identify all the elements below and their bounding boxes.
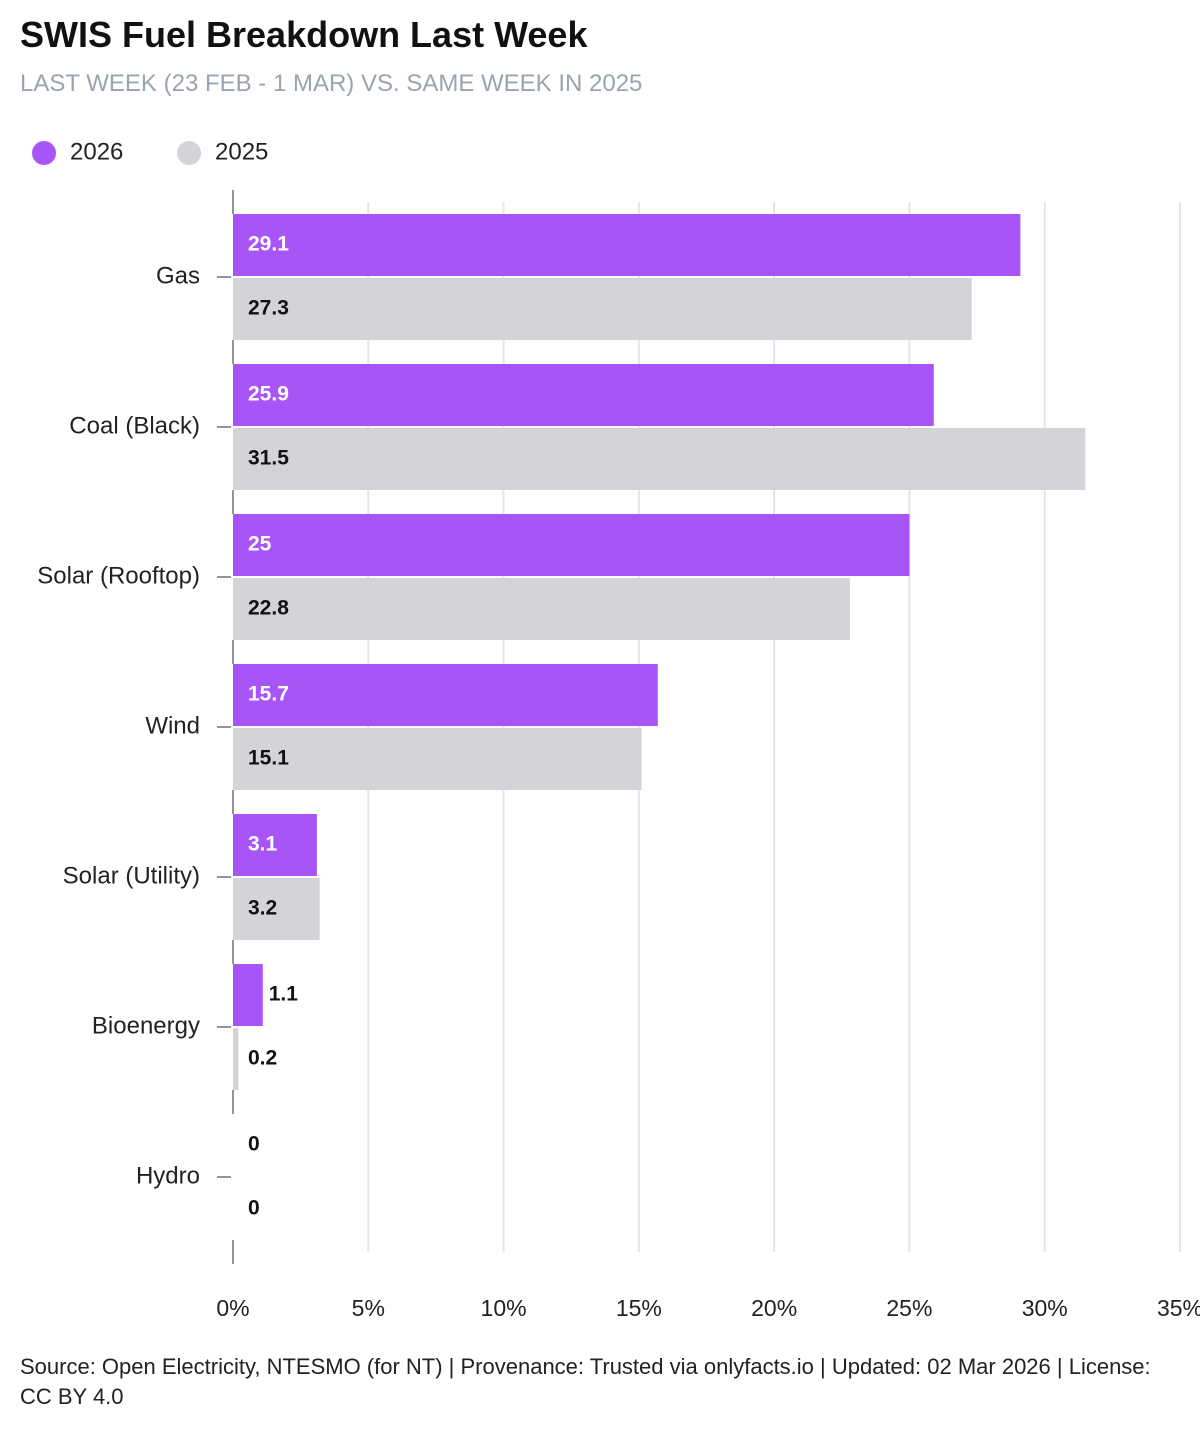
value-label: 0 <box>248 1197 260 1220</box>
legend-label: 2026 <box>70 138 123 165</box>
x-tick-label: 35% <box>1157 1295 1200 1321</box>
x-tick-label: 20% <box>751 1295 797 1321</box>
value-label: 27.3 <box>248 297 289 320</box>
footer: Source: Open Electricity, NTESMO (for NT… <box>20 1354 1151 1409</box>
x-tick-label: 10% <box>481 1295 527 1321</box>
y-tick-label: Solar (Utility) <box>63 862 200 889</box>
bar <box>233 664 658 726</box>
chart: 2026 2025 0% 5% 10% 15% 20% 25% 30% 35% Gas 29.1 27.… <box>32 138 1200 1321</box>
y-tick-label: Hydro <box>136 1162 200 1189</box>
value-label: 1.1 <box>269 983 299 1006</box>
bar <box>233 814 317 876</box>
bar <box>233 364 934 426</box>
bar <box>233 278 972 340</box>
y-tick-label: Gas <box>156 262 200 289</box>
value-label: 25 <box>248 533 272 556</box>
value-label: 0.2 <box>248 1047 277 1070</box>
bar <box>233 214 1021 276</box>
bar <box>233 428 1086 490</box>
value-label: 15.7 <box>248 683 289 706</box>
value-label: 0 <box>248 1133 260 1156</box>
value-label: 25.9 <box>248 383 289 406</box>
value-label: 3.1 <box>248 833 278 856</box>
bar <box>233 514 910 576</box>
bar <box>233 728 642 790</box>
value-label: 29.1 <box>248 233 289 256</box>
value-label: 22.8 <box>248 597 289 620</box>
bar <box>233 1028 239 1090</box>
bar <box>233 578 850 640</box>
y-tick-label: Bioenergy <box>92 1012 200 1039</box>
value-label: 31.5 <box>248 447 289 470</box>
chart-title: SWIS Fuel Breakdown Last Week <box>20 14 588 55</box>
x-tick-label: 15% <box>616 1295 662 1321</box>
value-label: 15.1 <box>248 747 289 770</box>
chart-subtitle: LAST WEEK (23 FEB - 1 MAR) VS. SAME WEEK… <box>20 70 643 97</box>
legend-label: 2025 <box>215 138 268 165</box>
legend-marker <box>177 141 201 165</box>
bar <box>233 964 263 1026</box>
value-label: 3.2 <box>248 897 277 920</box>
y-tick-label: Solar (Rooftop) <box>37 562 200 589</box>
y-tick-label: Wind <box>145 712 200 739</box>
legend-marker <box>32 141 56 165</box>
y-tick-label: Coal (Black) <box>69 412 200 439</box>
bar <box>233 878 320 940</box>
x-tick-label: 0% <box>216 1295 249 1321</box>
x-tick-label: 5% <box>352 1295 385 1321</box>
x-tick-label: 25% <box>886 1295 932 1321</box>
x-tick-label: 30% <box>1022 1295 1068 1321</box>
